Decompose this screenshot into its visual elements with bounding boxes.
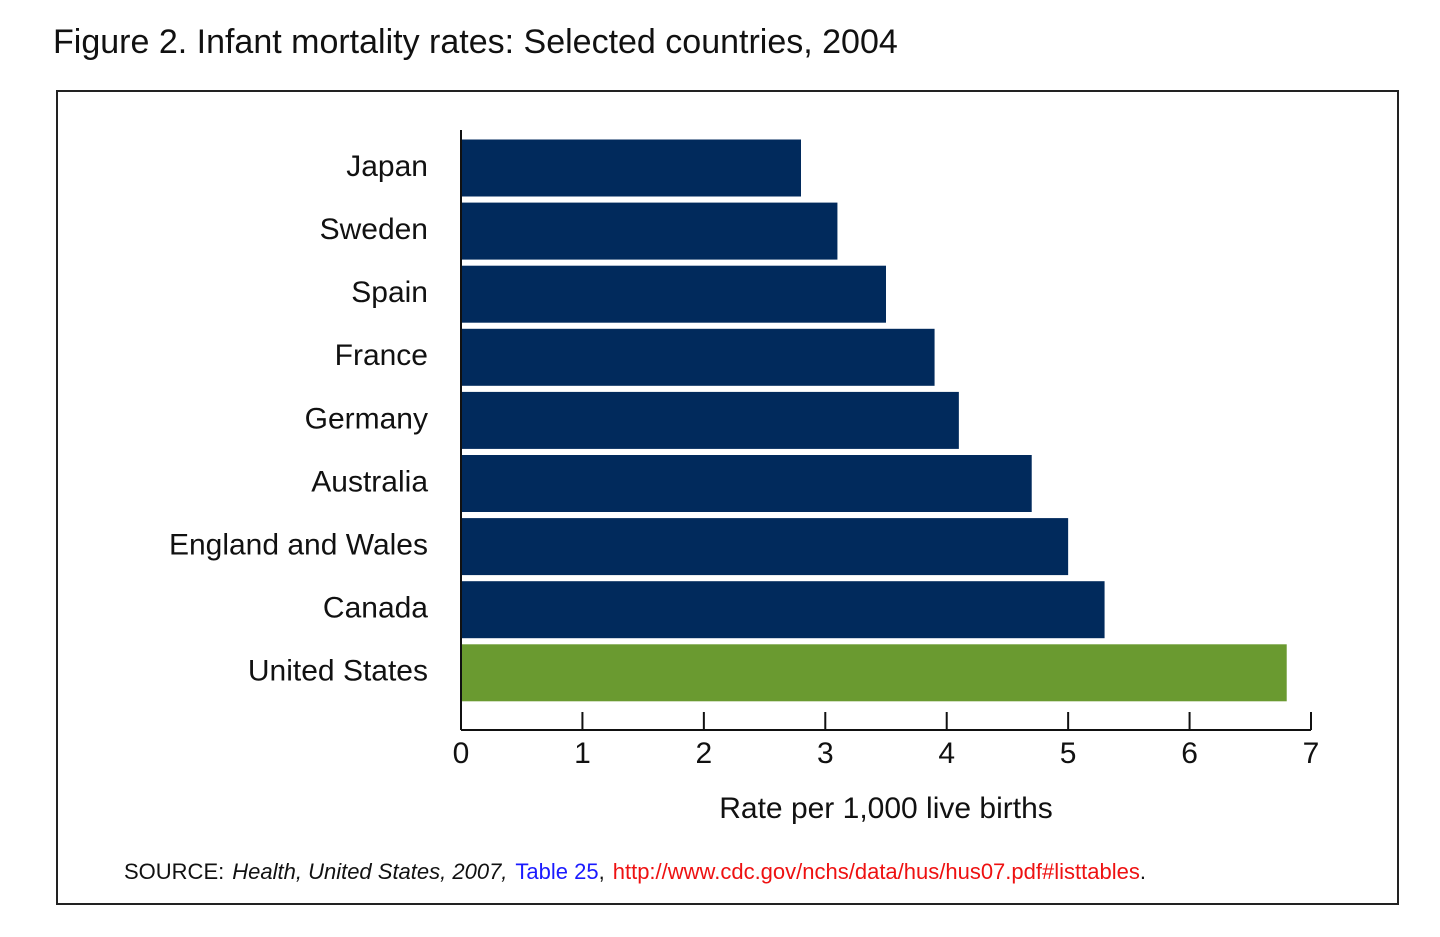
y-tick-label: France	[335, 339, 428, 372]
y-tick-label: Germany	[305, 402, 428, 435]
y-tick-label: United States	[248, 655, 428, 688]
source-note: SOURCE: Health, United States, 2007, Table…	[124, 859, 1146, 884]
bar	[461, 644, 1287, 702]
x-tick-label: 6	[1181, 737, 1198, 770]
frame	[56, 90, 1399, 905]
chart-title: Figure 2. Infant mortality rates: Select…	[53, 23, 898, 61]
x-axis-label: Rate per 1,000 live births	[719, 792, 1053, 825]
x-tick-label: 2	[696, 737, 713, 770]
bar	[461, 391, 959, 449]
bar	[461, 265, 886, 323]
x-tick-label: 7	[1303, 737, 1320, 770]
bar	[461, 328, 935, 386]
bar	[461, 455, 1032, 512]
bar	[461, 202, 838, 260]
x-tick-label: 5	[1060, 737, 1077, 770]
y-tick-label: Japan	[346, 150, 428, 183]
y-tick-label: England and Wales	[169, 529, 428, 562]
x-tick-label: 3	[817, 737, 834, 770]
x-tick-label: 0	[453, 737, 470, 770]
bar	[461, 518, 1069, 576]
y-tick-label: Spain	[351, 276, 428, 309]
source-part: .	[1140, 859, 1146, 884]
y-tick-label: Australia	[311, 465, 428, 498]
y-tick-label: Canada	[323, 592, 428, 625]
source-part: http://www.cdc.gov/nchs/data/hus/hus07.p…	[613, 859, 1140, 884]
y-tick-label: Sweden	[320, 213, 428, 246]
x-tick-label: 1	[574, 737, 591, 770]
source-part: ,	[599, 859, 605, 884]
x-tick-label: 4	[938, 737, 955, 770]
source-part: Table 25	[515, 859, 598, 884]
source-part: Health, United States, 2007,	[232, 859, 507, 884]
bar	[461, 139, 801, 197]
bar	[461, 581, 1105, 639]
source-part: SOURCE:	[124, 859, 224, 884]
